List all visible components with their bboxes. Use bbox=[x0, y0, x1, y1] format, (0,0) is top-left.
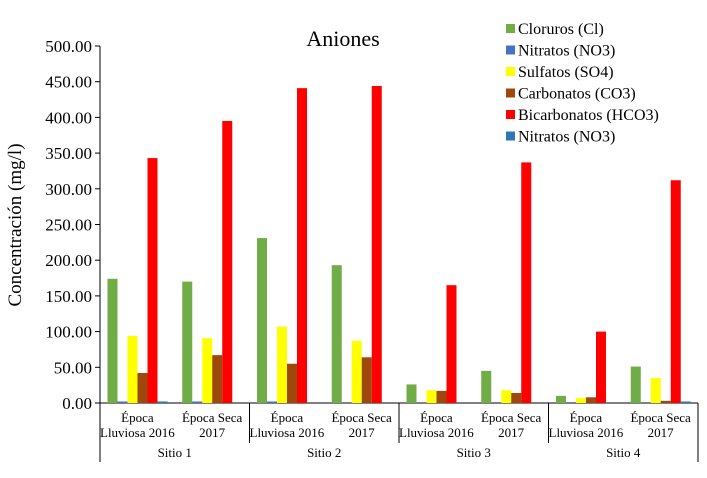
legend-swatch bbox=[506, 45, 515, 55]
group-label: Sitio 3 bbox=[457, 445, 491, 460]
x-tick-label: Lluviosa 2016 bbox=[399, 425, 474, 440]
legend-label: Carbonatos (CO3) bbox=[518, 86, 636, 103]
bar bbox=[660, 400, 671, 403]
bar bbox=[287, 363, 297, 403]
legend-swatch bbox=[506, 88, 515, 98]
bar bbox=[351, 340, 362, 403]
bar bbox=[406, 384, 417, 403]
y-tick-label: 300.00 bbox=[45, 180, 92, 199]
bar bbox=[137, 373, 148, 403]
x-tick-label: 2017 bbox=[498, 425, 525, 440]
bar bbox=[650, 378, 661, 403]
x-tick-label: Época bbox=[420, 410, 453, 425]
bar bbox=[107, 278, 118, 403]
x-tick-label: Época Seca bbox=[331, 410, 392, 425]
bar bbox=[670, 180, 681, 403]
y-tick-label: 250.00 bbox=[45, 216, 92, 235]
bar bbox=[182, 281, 193, 403]
bar bbox=[257, 238, 267, 403]
bar bbox=[127, 335, 138, 403]
chart-title: Aniones bbox=[306, 26, 379, 51]
group-label: Sitio 1 bbox=[158, 445, 192, 460]
x-tick-label: Lluviosa 2016 bbox=[250, 425, 325, 440]
legend-label: Bicarbonatos (HCO3) bbox=[518, 107, 659, 124]
bar bbox=[556, 395, 566, 403]
legend-swatch bbox=[506, 131, 515, 141]
y-tick-label: 0.00 bbox=[62, 394, 92, 413]
bar bbox=[521, 162, 532, 403]
bar bbox=[586, 397, 596, 403]
x-tick-label: Época Seca bbox=[182, 410, 243, 425]
bar bbox=[680, 401, 691, 403]
legend-swatch bbox=[506, 67, 515, 76]
legend-label: Sulfatos (SO4) bbox=[518, 64, 614, 81]
x-tick-label: 2017 bbox=[199, 425, 226, 440]
bar bbox=[331, 265, 342, 403]
group-label: Sitio 4 bbox=[606, 445, 641, 460]
legend-label: Nitratos (NO3) bbox=[518, 129, 615, 146]
bar bbox=[501, 390, 512, 403]
bar bbox=[277, 326, 287, 403]
bar bbox=[361, 357, 372, 403]
x-tick-label: Lluviosa 2016 bbox=[549, 425, 624, 440]
bar bbox=[371, 85, 382, 403]
y-tick-label: 50.00 bbox=[54, 358, 92, 377]
bar bbox=[222, 120, 233, 403]
bar bbox=[157, 401, 168, 403]
bar bbox=[596, 331, 606, 403]
bar bbox=[202, 338, 213, 403]
y-tick-label: 400.00 bbox=[45, 108, 92, 127]
x-tick-label: Época Seca bbox=[630, 410, 691, 425]
y-axis-label: Concentración (mg/l) bbox=[5, 143, 26, 306]
legend-swatch bbox=[506, 24, 515, 33]
legend-label: Cloruros (Cl) bbox=[518, 21, 604, 38]
x-tick-label: Época bbox=[570, 410, 603, 425]
y-tick-label: 200.00 bbox=[45, 251, 92, 270]
x-tick-label: 2017 bbox=[648, 425, 675, 440]
bar bbox=[436, 390, 447, 403]
x-tick-label: Época Seca bbox=[481, 410, 542, 425]
bar bbox=[192, 401, 203, 403]
bar bbox=[147, 158, 158, 403]
x-tick-label: Época bbox=[121, 410, 154, 425]
bar bbox=[297, 88, 307, 403]
bar bbox=[446, 285, 457, 403]
bar bbox=[267, 401, 277, 403]
y-tick-label: 500.00 bbox=[45, 37, 92, 56]
group-label: Sitio 2 bbox=[307, 445, 341, 460]
y-tick-label: 150.00 bbox=[45, 287, 92, 306]
bar bbox=[117, 401, 128, 403]
bar bbox=[576, 398, 586, 403]
bar bbox=[426, 390, 437, 403]
x-tick-label: 2017 bbox=[349, 425, 376, 440]
bar bbox=[511, 393, 522, 403]
legend-swatch bbox=[506, 110, 515, 119]
legend-label: Nitratos (NO3) bbox=[518, 43, 615, 60]
y-tick-label: 450.00 bbox=[45, 73, 92, 92]
bar bbox=[212, 355, 223, 403]
y-tick-label: 350.00 bbox=[45, 144, 92, 163]
bar bbox=[481, 370, 492, 403]
y-tick-label: 100.00 bbox=[45, 323, 92, 342]
x-tick-label: Lluviosa 2016 bbox=[100, 425, 175, 440]
bar bbox=[630, 366, 641, 403]
x-tick-label: Época bbox=[271, 410, 304, 425]
